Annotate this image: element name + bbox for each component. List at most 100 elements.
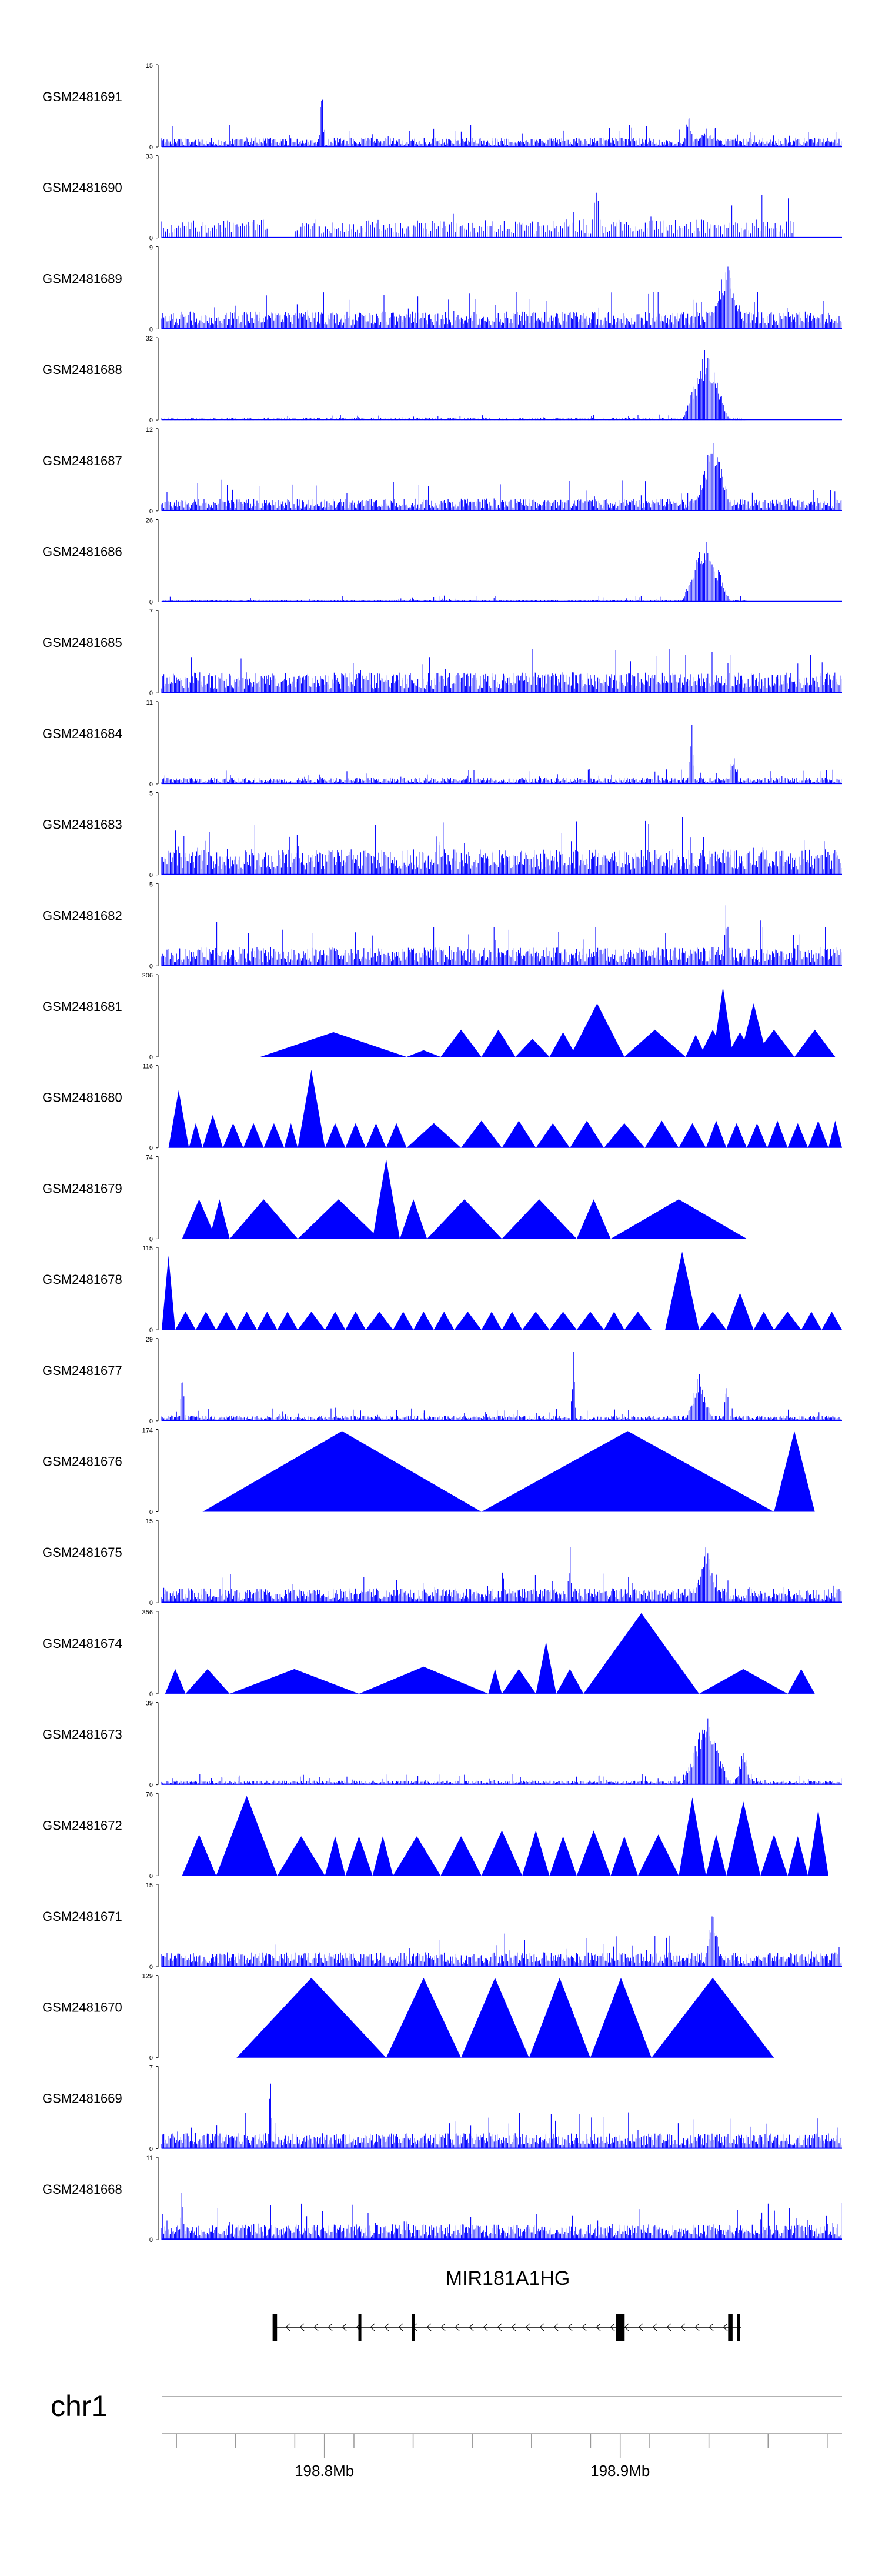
coverage-track: GSM2481671 15 0 bbox=[42, 1882, 842, 1971]
coverage-track: GSM2481676 174 0 bbox=[42, 1427, 815, 1516]
coverage-track: GSM2481682 5 0 bbox=[42, 881, 842, 970]
gene-exon bbox=[737, 2314, 740, 2341]
y-tick-label-zero: 0 bbox=[149, 417, 153, 424]
strand-chevron bbox=[525, 2323, 530, 2331]
strand-chevron bbox=[511, 2323, 516, 2331]
y-tick-label-zero: 0 bbox=[149, 144, 153, 151]
coverage-track: GSM2481684 11 0 bbox=[42, 699, 842, 788]
y-tick-label-zero: 0 bbox=[149, 326, 153, 333]
strand-chevron bbox=[694, 2323, 700, 2331]
track-label: GSM2481674 bbox=[42, 1636, 122, 1651]
coverage-signal bbox=[161, 649, 842, 693]
track-label: GSM2481670 bbox=[42, 2000, 122, 2015]
coverage-signal bbox=[161, 1352, 842, 1421]
coverage-track: GSM2481687 12 0 bbox=[42, 426, 842, 515]
y-tick-label-max: 11 bbox=[146, 2155, 153, 2162]
coverage-track: GSM2481672 76 0 bbox=[42, 1791, 828, 1880]
y-tick-label-zero: 0 bbox=[149, 1691, 153, 1698]
y-tick-label-zero: 0 bbox=[149, 1054, 153, 1061]
y-tick-label-zero: 0 bbox=[149, 963, 153, 970]
y-tick-label-zero: 0 bbox=[149, 235, 153, 242]
y-tick-label-max: 7 bbox=[149, 608, 153, 615]
coverage-signal bbox=[161, 99, 842, 147]
track-label: GSM2481675 bbox=[42, 1545, 122, 1560]
coverage-track: GSM2481677 29 0 bbox=[42, 1336, 842, 1425]
coverage-signal bbox=[161, 1718, 842, 1785]
y-tick-label-max: 9 bbox=[149, 244, 153, 251]
coverage-track: GSM2481688 32 0 bbox=[42, 335, 842, 424]
y-tick-label-zero: 0 bbox=[149, 508, 153, 515]
coverage-area bbox=[182, 1159, 747, 1239]
track-label: GSM2481686 bbox=[42, 545, 122, 559]
coverage-track: GSM2481679 74 0 bbox=[42, 1154, 747, 1243]
strand-chevron bbox=[652, 2323, 657, 2331]
track-label: GSM2481672 bbox=[42, 1818, 122, 1833]
y-tick-label-max: 12 bbox=[146, 426, 153, 433]
coverage-area bbox=[202, 1431, 815, 1512]
y-tick-label-zero: 0 bbox=[149, 1782, 153, 1789]
coverage-area bbox=[165, 1613, 815, 1694]
track-label: GSM2481677 bbox=[42, 1363, 122, 1378]
y-tick-label-zero: 0 bbox=[149, 1236, 153, 1243]
coverage-signal bbox=[161, 443, 842, 511]
y-tick-label-max: 116 bbox=[142, 1063, 153, 1070]
strand-chevron bbox=[342, 2323, 347, 2331]
coverage-signal bbox=[161, 2083, 842, 2149]
strand-chevron bbox=[328, 2323, 333, 2331]
y-tick-label-max: 5 bbox=[149, 881, 153, 888]
coverage-signal bbox=[161, 1547, 842, 1603]
y-tick-label-zero: 0 bbox=[149, 1964, 153, 1971]
y-tick-label-max: 11 bbox=[146, 699, 153, 706]
gene-label: MIR181A1HG bbox=[446, 2267, 570, 2290]
strand-chevron bbox=[398, 2323, 403, 2331]
track-label: GSM2481689 bbox=[42, 271, 122, 286]
track-label: GSM2481676 bbox=[42, 1454, 122, 1469]
coverage-signal bbox=[161, 817, 842, 875]
y-tick-label-max: 115 bbox=[142, 1245, 153, 1252]
coverage-signal bbox=[161, 905, 842, 966]
y-tick-label-zero: 0 bbox=[149, 1327, 153, 1334]
track-label: GSM2481681 bbox=[42, 999, 122, 1014]
strand-chevron bbox=[426, 2323, 432, 2331]
y-tick-label-max: 15 bbox=[146, 1882, 153, 1889]
chromosome-label: chr1 bbox=[51, 2390, 108, 2422]
gene-exon bbox=[412, 2314, 415, 2341]
y-tick-label-max: 15 bbox=[146, 62, 153, 69]
axis-tick-label: 198.9Mb bbox=[590, 2462, 650, 2480]
track-label: GSM2481671 bbox=[42, 1909, 122, 1924]
y-tick-label-max: 206 bbox=[142, 972, 153, 979]
y-tick-label-zero: 0 bbox=[149, 1418, 153, 1425]
y-tick-label-zero: 0 bbox=[149, 2145, 153, 2153]
coverage-signal bbox=[161, 1916, 842, 1967]
strand-chevron bbox=[384, 2323, 389, 2331]
axis-tick-label: 198.8Mb bbox=[295, 2462, 354, 2480]
gene-annotation-track: MIR181A1HG bbox=[272, 2267, 741, 2341]
strand-chevron bbox=[723, 2323, 728, 2331]
coverage-track: GSM2481673 39 0 bbox=[42, 1700, 842, 1789]
strand-chevron bbox=[285, 2323, 290, 2331]
y-tick-label-zero: 0 bbox=[149, 1873, 153, 1880]
strand-chevron bbox=[455, 2323, 460, 2331]
y-tick-label-max: 174 bbox=[142, 1427, 153, 1434]
y-tick-label-max: 33 bbox=[146, 154, 153, 161]
y-tick-label-zero: 0 bbox=[149, 781, 153, 788]
y-tick-label-max: 26 bbox=[146, 518, 153, 525]
gene-exon bbox=[272, 2314, 278, 2341]
strand-chevron bbox=[610, 2323, 615, 2331]
strand-chevron bbox=[567, 2323, 573, 2331]
track-label: GSM2481690 bbox=[42, 181, 122, 195]
y-tick-label-zero: 0 bbox=[149, 1145, 153, 1152]
coverage-signal bbox=[161, 725, 842, 784]
y-tick-label-zero: 0 bbox=[149, 1600, 153, 1607]
track-label: GSM2481688 bbox=[42, 362, 122, 377]
strand-chevron bbox=[539, 2323, 544, 2331]
gene-exon bbox=[728, 2314, 733, 2341]
y-tick-label-zero: 0 bbox=[149, 599, 153, 606]
coverage-signal bbox=[161, 542, 747, 602]
track-label: GSM2481683 bbox=[42, 817, 122, 832]
y-tick-label-max: 5 bbox=[149, 790, 153, 798]
strand-chevron bbox=[483, 2323, 488, 2331]
coverage-track: GSM2481670 129 0 bbox=[42, 1973, 774, 2062]
y-tick-label-max: 32 bbox=[146, 335, 153, 342]
coverage-signal bbox=[161, 192, 794, 238]
